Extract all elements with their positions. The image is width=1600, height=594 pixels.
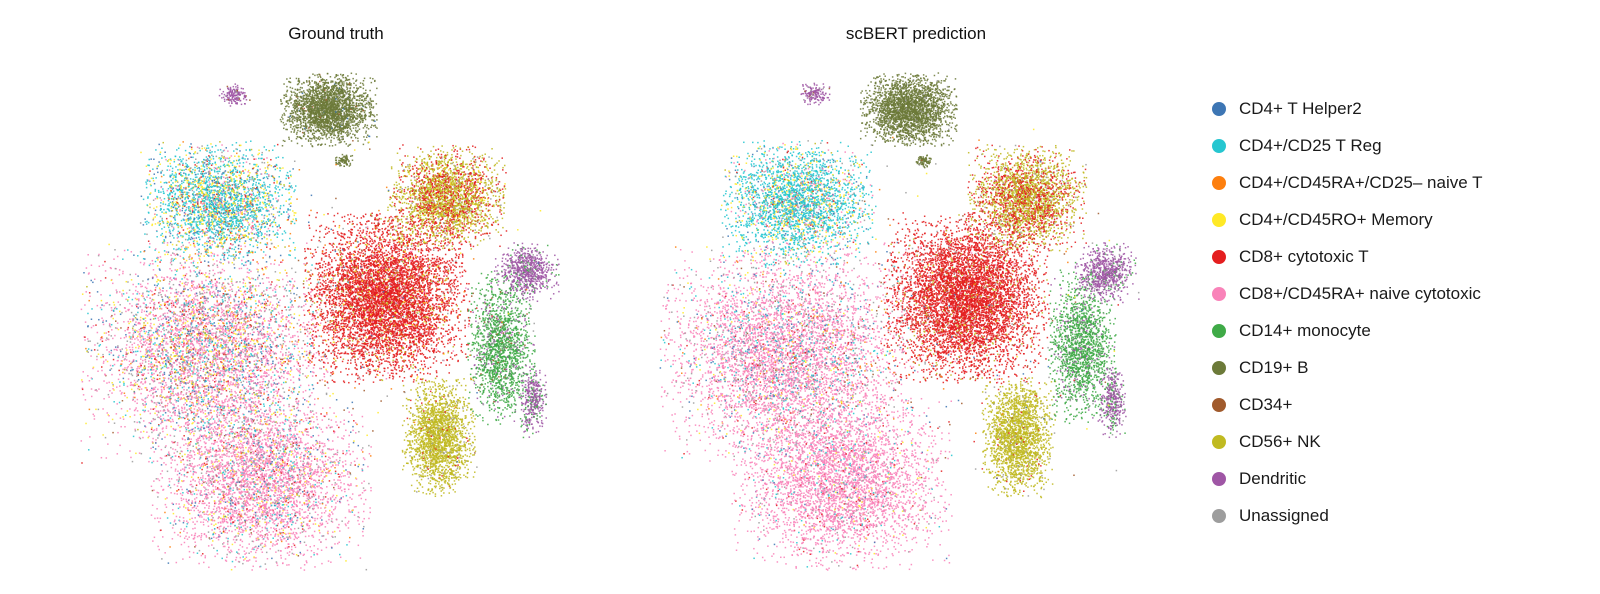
legend-label: Dendritic [1239,468,1307,488]
legend-label: Unassigned [1239,505,1329,525]
legend-label: CD8+ cytotoxic T [1239,246,1369,266]
legend-color-dot [1212,101,1226,116]
legend-item-b_cell: CD19+ B [1212,349,1482,386]
legend-label: CD8+/CD45RA+ naive cytotoxic [1239,283,1481,303]
legend-item-memory: CD4+/CD45RO+ Memory [1212,201,1482,238]
legend-color-dot [1212,434,1226,449]
legend-item-dendritic: Dendritic [1212,460,1482,497]
legend-item-nk: CD56+ NK [1212,423,1482,460]
legend-label: CD19+ B [1239,357,1309,377]
legend-label: CD4+/CD45RA+/CD25– naive T [1239,172,1483,192]
legend-color-dot [1212,397,1226,412]
legend-item-unassigned: Unassigned [1212,497,1482,534]
legend-item-cytotoxic: CD8+ cytotoxic T [1212,238,1482,275]
legend-color-dot [1212,286,1226,301]
panel-scbert-prediction: scBERT prediction [636,22,1196,572]
legend-label: CD14+ monocyte [1239,320,1371,340]
legend-label: CD4+/CD25 T Reg [1239,135,1382,155]
scbert-prediction-title: scBERT prediction [845,24,987,43]
legend-label: CD56+ NK [1239,431,1321,451]
ground-truth-scatter-canvas [56,52,616,572]
legend-color-dot [1212,249,1226,264]
legend-label: CD4+/CD45RO+ Memory [1239,209,1433,229]
legend-label: CD4+ T Helper2 [1239,98,1362,118]
legend-color-dot [1212,471,1226,486]
legend-label: CD34+ [1239,394,1293,414]
legend-item-cd34: CD34+ [1212,386,1482,423]
legend-color-dot [1212,323,1226,338]
legend-item-naive_t: CD4+/CD45RA+/CD25– naive T [1212,164,1482,201]
legend-color-dot [1212,175,1226,190]
umap-figure: Ground truth scBERT prediction CD4+ T He… [56,22,1482,572]
ground-truth-title: Ground truth [288,24,384,43]
legend-color-dot [1212,138,1226,153]
panel-ground-truth: Ground truth [56,22,616,572]
legend-item-naive_cyto: CD8+/CD45RA+ naive cytotoxic [1212,275,1482,312]
legend: CD4+ T Helper2 CD4+/CD25 T Reg CD4+/CD45RA… [1212,22,1482,572]
legend-color-dot [1212,508,1226,523]
legend-item-monocyte: CD14+ monocyte [1212,312,1482,349]
legend-item-helper2: CD4+ T Helper2 [1212,90,1482,127]
legend-color-dot [1212,212,1226,227]
scbert-prediction-scatter-canvas [636,52,1196,572]
legend-color-dot [1212,360,1226,375]
legend-item-treg: CD4+/CD25 T Reg [1212,127,1482,164]
